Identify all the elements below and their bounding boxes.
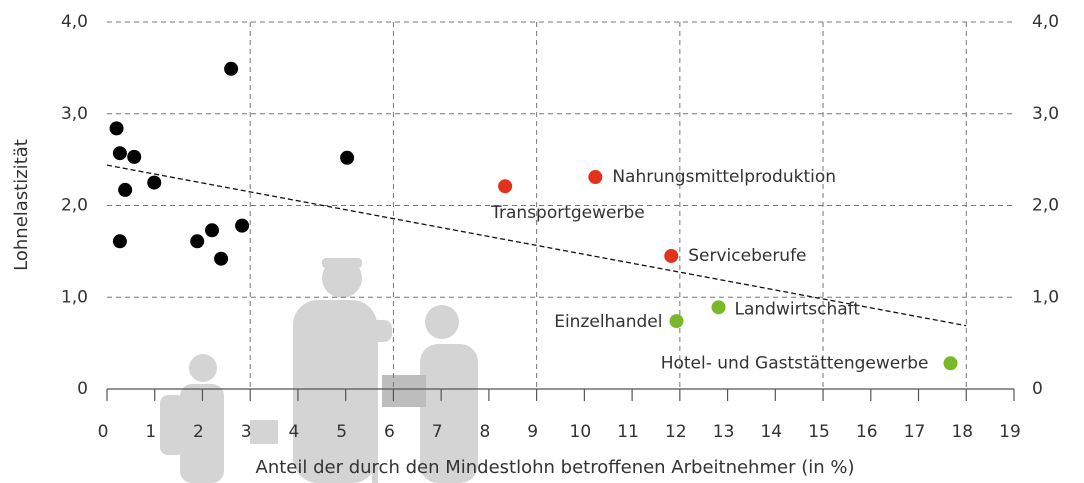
x-tick-label: 15	[808, 422, 830, 442]
point-label: Nahrungsmittelproduktion	[612, 167, 836, 187]
point	[498, 179, 512, 193]
point	[214, 252, 228, 266]
x-tick-label: 0	[98, 422, 109, 442]
y-axis-title: Lohnelastizität	[11, 139, 32, 271]
point	[127, 150, 141, 164]
point-label: Serviceberufe	[688, 246, 806, 266]
x-tick-label: 4	[289, 422, 300, 442]
x-tick-label: 16	[856, 422, 878, 442]
point	[340, 151, 354, 165]
y-tick-label: 1,0	[61, 287, 88, 307]
x-tick-label: 6	[384, 422, 395, 442]
x-tick-label: 19	[999, 422, 1021, 442]
point	[190, 234, 204, 248]
y2-tick-label: 1,0	[1032, 287, 1059, 307]
x-tick-label: 7	[432, 422, 443, 442]
y-tick-label: 2,0	[61, 196, 88, 216]
x-tick-label: 3	[241, 422, 252, 442]
point	[670, 314, 684, 328]
x-tick-label: 10	[570, 422, 592, 442]
x-tick-label: 1	[145, 422, 156, 442]
y2-tick-label: 4,0	[1032, 12, 1059, 32]
point-label: Transportgewerbe	[490, 203, 645, 223]
y2-tick-label: 3,0	[1032, 104, 1059, 124]
y-tick-label: 3,0	[61, 104, 88, 124]
background-illustration	[160, 258, 478, 483]
point	[944, 356, 958, 370]
x-tick-label: 9	[527, 422, 538, 442]
point	[147, 176, 161, 190]
point	[205, 223, 219, 237]
chart: Lohnelastizität Anteil der durch den Min…	[0, 0, 1084, 483]
x-tick-label: 8	[479, 422, 490, 442]
point	[588, 170, 602, 184]
x-tick-label: 2	[193, 422, 204, 442]
point	[235, 219, 249, 233]
y-tick-label: 4,0	[61, 12, 88, 32]
point-label: Landwirtschaft	[735, 299, 861, 319]
x-tick-label: 13	[713, 422, 735, 442]
point-label: Hotel- und Gaststättengewerbe	[661, 353, 929, 373]
x-tick-label: 18	[951, 422, 973, 442]
point-label: Einzelhandel	[554, 312, 662, 332]
x-tick-label: 5	[336, 422, 347, 442]
point	[113, 234, 127, 248]
y2-tick-label: 2,0	[1032, 196, 1059, 216]
point	[224, 62, 238, 76]
point	[664, 249, 678, 263]
x-tick-label: 11	[617, 422, 639, 442]
x-tick-label: 14	[760, 422, 782, 442]
point	[113, 146, 127, 160]
point	[110, 121, 124, 135]
x-tick-label: 17	[904, 422, 926, 442]
y-tick-label: 0	[77, 379, 88, 399]
y2-tick-label: 0	[1032, 379, 1043, 399]
point	[118, 183, 132, 197]
x-axis-title: Anteil der durch den Mindestlohn betroff…	[256, 457, 855, 478]
x-tick-label: 12	[665, 422, 687, 442]
point	[712, 300, 726, 314]
